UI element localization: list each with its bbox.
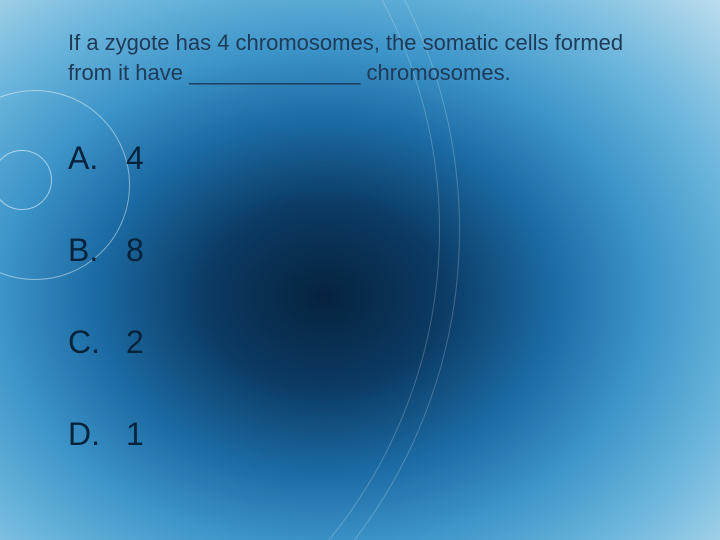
option-b: B. 8 [68,232,144,294]
options-list: A. 4 B. 8 C. 2 D. 1 [68,140,144,478]
option-value: 8 [126,232,144,269]
option-value: 4 [126,140,144,177]
option-value: 2 [126,324,144,361]
option-letter: A. [68,140,110,177]
option-value: 1 [126,416,144,453]
option-letter: C. [68,324,110,361]
question-text: If a zygote has 4 chromosomes, the somat… [68,28,658,87]
option-letter: D. [68,416,110,453]
option-letter: B. [68,232,110,269]
option-d: D. 1 [68,416,144,478]
option-c: C. 2 [68,324,144,386]
slide: If a zygote has 4 chromosomes, the somat… [0,0,720,540]
option-a: A. 4 [68,140,144,202]
